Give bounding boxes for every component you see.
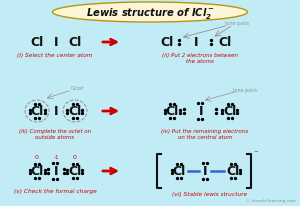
Text: lone pairs: lone pairs <box>225 21 249 26</box>
Text: Cl: Cl <box>68 105 82 118</box>
Ellipse shape <box>52 3 247 23</box>
Text: Cl: Cl <box>30 105 44 118</box>
Text: ⁻: ⁻ <box>254 149 258 158</box>
Text: Cl: Cl <box>160 36 174 49</box>
Text: -1: -1 <box>53 155 59 160</box>
Text: Cl: Cl <box>68 36 82 49</box>
Text: (i) Select the center atom: (i) Select the center atom <box>17 53 93 58</box>
Text: I: I <box>203 165 207 178</box>
Text: I: I <box>54 105 58 118</box>
Text: 0: 0 <box>73 155 77 160</box>
Text: I: I <box>54 165 58 178</box>
Text: © knordsilearning.com: © knordsilearning.com <box>246 198 296 202</box>
Text: Cl: Cl <box>224 105 237 118</box>
Text: (v) Check the formal charge: (v) Check the formal charge <box>14 188 96 193</box>
Text: (iv) Put the remaining electrons
on the central atom: (iv) Put the remaining electrons on the … <box>161 128 249 139</box>
Text: (iii) Complete the octet on
outside atoms: (iii) Complete the octet on outside atom… <box>19 128 91 139</box>
Text: Cl: Cl <box>226 165 240 178</box>
Text: (ii) Put 2 electrons between
the atoms: (ii) Put 2 electrons between the atoms <box>162 53 238 63</box>
Text: Octet: Octet <box>70 86 84 91</box>
Text: I: I <box>194 36 198 49</box>
Text: (vi) Stable lewis structure: (vi) Stable lewis structure <box>172 191 248 196</box>
Text: Cl: Cl <box>172 165 186 178</box>
Text: lone pairs: lone pairs <box>233 88 257 93</box>
Text: $\bfit{Lewis\ structure\ of\ ICl_2^-}$: $\bfit{Lewis\ structure\ of\ ICl_2^-}$ <box>86 6 214 21</box>
Text: I: I <box>199 105 203 118</box>
Text: Cl: Cl <box>68 165 82 178</box>
Text: 0: 0 <box>35 155 39 160</box>
Text: I: I <box>54 36 58 49</box>
Text: Cl: Cl <box>165 105 178 118</box>
Text: Cl: Cl <box>30 36 44 49</box>
Text: Cl: Cl <box>30 165 44 178</box>
Text: Cl: Cl <box>218 36 232 49</box>
